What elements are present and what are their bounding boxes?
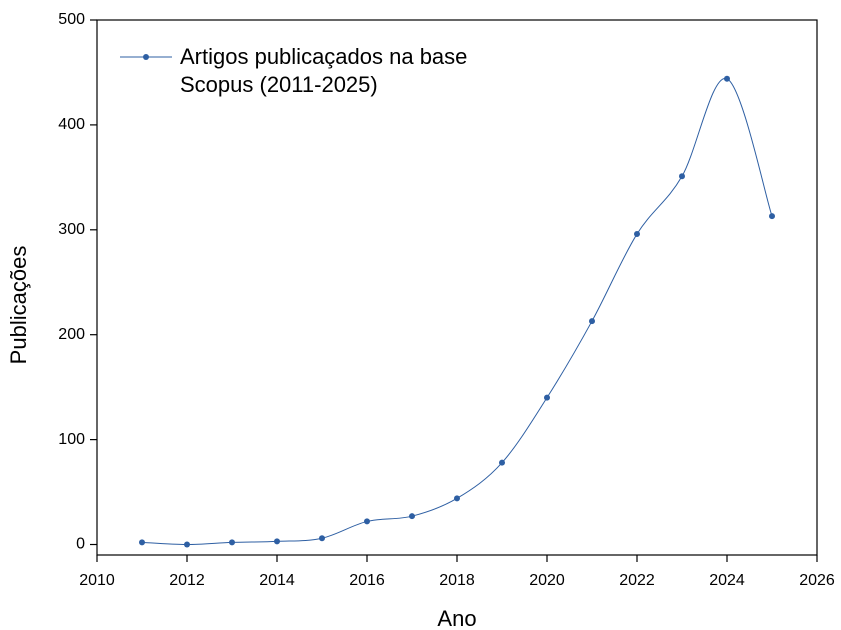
data-point (724, 75, 730, 82)
x-tick-label: 2022 (619, 572, 655, 589)
data-point (319, 535, 325, 542)
y-tick-label: 0 (76, 536, 85, 553)
y-tick-label: 400 (58, 116, 85, 133)
x-tick-label: 2024 (709, 572, 745, 589)
y-tick-label: 300 (58, 221, 85, 238)
data-point (409, 513, 415, 520)
x-axis-label: Ano (437, 606, 476, 630)
data-point (274, 538, 280, 545)
x-tick-label: 2020 (529, 572, 565, 589)
data-point (454, 495, 460, 502)
plot-frame (96, 19, 818, 556)
x-tick-label: 2016 (349, 572, 385, 589)
data-point (364, 518, 370, 525)
y-tick-label: 200 (58, 326, 85, 343)
data-point (589, 318, 595, 325)
data-point (139, 539, 145, 546)
x-tick-label: 2026 (799, 572, 835, 589)
legend-label: Artigos publicaçados na base Scopus (201… (180, 44, 468, 97)
x-tick-label: 2012 (169, 572, 205, 589)
legend-marker (143, 54, 149, 60)
y-tick-label: 500 (58, 11, 85, 28)
data-point (499, 459, 505, 466)
data-point (769, 213, 775, 220)
series-line (141, 78, 773, 546)
data-point (679, 173, 685, 180)
data-point (634, 231, 640, 237)
y-tick-label: 100 (58, 431, 85, 448)
y-axis-label: Publicações (6, 246, 31, 365)
data-point (184, 541, 190, 548)
x-tick-label: 2014 (259, 572, 295, 589)
data-point (544, 394, 550, 401)
x-tick-label: 2010 (79, 572, 115, 589)
data-point (229, 539, 235, 546)
x-tick-label: 2018 (439, 572, 475, 589)
